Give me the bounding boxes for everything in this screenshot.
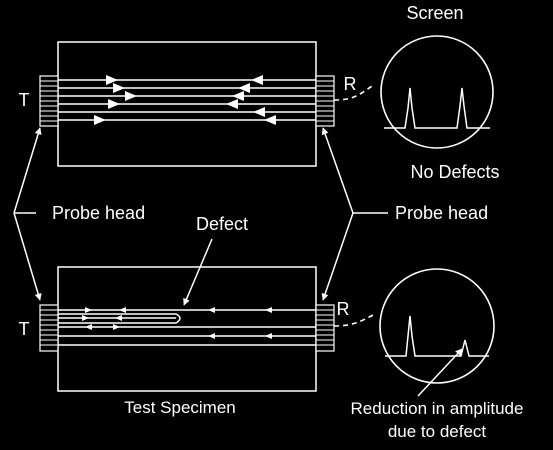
top-screen-icon	[380, 35, 494, 149]
probe-head-label-right: Probe head	[395, 203, 488, 223]
bottom-wave-paths	[58, 309, 316, 346]
top-receiver-probe	[315, 75, 335, 127]
bottom-receiver-probe	[315, 304, 335, 352]
receiver-label-top: R	[344, 74, 357, 94]
probe-head-left-pointers	[13, 127, 42, 301]
reduction-label-line1: Reduction in amplitude	[351, 399, 524, 418]
bottom-screen-icon	[379, 268, 495, 384]
bottom-transmitter-probe	[39, 304, 59, 352]
no-defects-label: No Defects	[410, 162, 499, 182]
top-wave-paths	[58, 79, 316, 121]
screen-label: Screen	[406, 3, 463, 23]
top-screen-lead	[333, 85, 373, 101]
probe-head-right-pointers	[321, 127, 388, 301]
defect-label: Defect	[196, 214, 248, 234]
probe-head-label-left: Probe head	[52, 203, 145, 223]
transmitter-label-top: T	[19, 90, 30, 110]
top-screen-trace	[384, 87, 490, 129]
amplitude-pointer	[417, 348, 463, 397]
defect-shape	[58, 313, 181, 324]
reduction-label-line2: due to defect	[388, 422, 487, 441]
bottom-screen-lead	[333, 313, 376, 327]
bottom-wave-arrowheads	[82, 307, 272, 339]
top-wave-arrowheads	[94, 75, 276, 125]
test-specimen-label: Test Specimen	[124, 398, 236, 417]
defect-pointer	[183, 238, 213, 306]
transmitter-label-bottom: T	[19, 319, 30, 339]
bottom-screen-trace	[385, 315, 489, 357]
top-transmitter-probe	[39, 75, 59, 127]
top-setup	[39, 35, 494, 167]
bottom-specimen	[57, 266, 317, 392]
bottom-setup	[39, 266, 495, 392]
receiver-label-bottom: R	[337, 299, 350, 319]
